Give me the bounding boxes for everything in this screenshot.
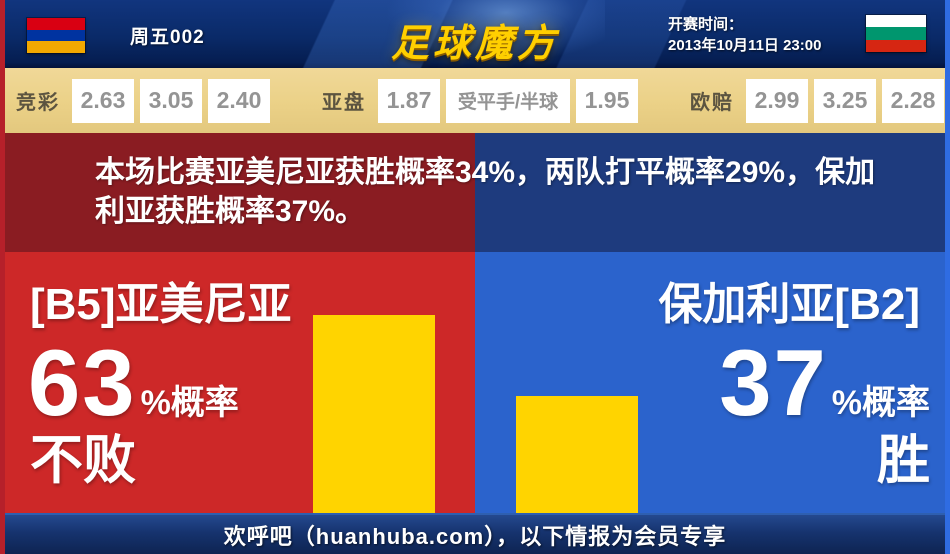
home-percent-row: 63 %概率 xyxy=(28,336,239,430)
left-edge-strip xyxy=(0,0,5,554)
odds-bar: 竞彩 2.63 3.05 2.40 亚盘 1.87 受平手/半球 1.95 欧赔… xyxy=(0,68,950,133)
kickoff-label: 开赛时间： xyxy=(668,16,744,33)
odds-value-box: 3.25 xyxy=(814,78,876,123)
odds-value-box: 2.28 xyxy=(882,78,944,123)
odds-value-box: 3.05 xyxy=(140,78,202,123)
odds-handicap-box: 受平手/半球 xyxy=(446,78,570,123)
odds-value-box: 2.40 xyxy=(208,78,270,123)
odds-value-box: 1.95 xyxy=(576,78,638,123)
odds-group-jingcai: 竞彩 2.63 3.05 2.40 xyxy=(16,68,270,133)
header-bar: 周五002 足球魔方 开赛时间： 2013年10月11日 23:00 xyxy=(0,0,950,68)
footer-bar: 欢呼吧（huanhuba.com），以下情报为会员专享 xyxy=(0,513,950,554)
prediction-panels: [B5]亚美尼亚 63 %概率 不败 保加利亚[B2] 37 %概率 胜 xyxy=(0,252,950,513)
odds-value-box: 1.87 xyxy=(378,78,440,123)
summary-banner: 本场比赛亚美尼亚获胜概率34%，两队打平概率29%，保加利亚获胜概率37%。 xyxy=(0,133,950,252)
odds-value-box: 2.99 xyxy=(746,78,808,123)
probability-summary-text: 本场比赛亚美尼亚获胜概率34%，两队打平概率29%，保加利亚获胜概率37%。 xyxy=(95,156,876,228)
odds-label-jingcai: 竞彩 xyxy=(16,92,60,114)
banner-right-background xyxy=(475,133,950,252)
armenia-flag xyxy=(27,18,85,54)
footer-promo-text: 欢呼吧（huanhuba.com），以下情报为会员专享 xyxy=(223,523,727,549)
home-percent-value: 63 xyxy=(28,330,137,435)
kickoff-datetime: 2013年10月11日 23:00 xyxy=(668,37,822,54)
away-probability-bar xyxy=(516,396,638,513)
home-team-name: [B5]亚美尼亚 xyxy=(30,280,292,329)
match-number-label: 周五002 xyxy=(130,27,205,48)
home-probability-bar xyxy=(313,315,435,513)
away-percent-row: 37 %概率 xyxy=(719,336,930,430)
odds-label-yapan: 亚盘 xyxy=(322,92,366,114)
odds-group-oupei: 欧赔 2.99 3.25 2.28 xyxy=(690,68,944,133)
away-percent-suffix: %概率 xyxy=(831,384,930,422)
right-edge-strip xyxy=(945,0,950,554)
away-predicted-outcome: 胜 xyxy=(877,431,930,490)
bulgaria-flag xyxy=(866,15,926,52)
away-team-name: 保加利亚[B2] xyxy=(658,280,920,329)
odds-group-yapan: 亚盘 1.87 受平手/半球 1.95 xyxy=(322,68,638,133)
home-percent-suffix: %概率 xyxy=(140,384,239,422)
away-percent-value: 37 xyxy=(719,330,828,435)
kickoff-time: 开赛时间： 2013年10月11日 23:00 xyxy=(668,14,821,56)
site-logo: 足球魔方 xyxy=(390,23,559,65)
odds-value-box: 2.63 xyxy=(72,78,134,123)
odds-label-oupei: 欧赔 xyxy=(690,92,734,114)
banner-left-background xyxy=(0,133,475,252)
home-predicted-outcome: 不败 xyxy=(30,431,136,490)
